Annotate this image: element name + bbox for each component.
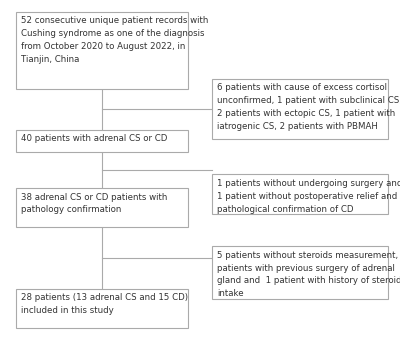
FancyBboxPatch shape [212,246,388,299]
FancyBboxPatch shape [16,289,188,328]
FancyBboxPatch shape [16,130,188,152]
Text: 40 patients with adrenal CS or CD: 40 patients with adrenal CS or CD [21,134,168,143]
Text: 1 patients without undergoing surgery and
1 patient without postoperative relief: 1 patients without undergoing surgery an… [217,179,400,213]
Text: 52 consecutive unique patient records with
Cushing syndrome as one of the diagno: 52 consecutive unique patient records wi… [21,16,208,64]
FancyBboxPatch shape [212,79,388,139]
Text: 6 patients with cause of excess cortisol
unconfirmed, 1 patient with subclinical: 6 patients with cause of excess cortisol… [217,83,400,131]
Text: 5 patients without steroids measurement, 4
patients with previous surgery of adr: 5 patients without steroids measurement,… [217,251,400,298]
Text: 28 patients (13 adrenal CS and 15 CD)
included in this study: 28 patients (13 adrenal CS and 15 CD) in… [21,293,188,315]
FancyBboxPatch shape [16,188,188,227]
FancyBboxPatch shape [212,174,388,214]
Text: 38 adrenal CS or CD patients with
pathology confirmation: 38 adrenal CS or CD patients with pathol… [21,193,168,214]
FancyBboxPatch shape [16,12,188,89]
